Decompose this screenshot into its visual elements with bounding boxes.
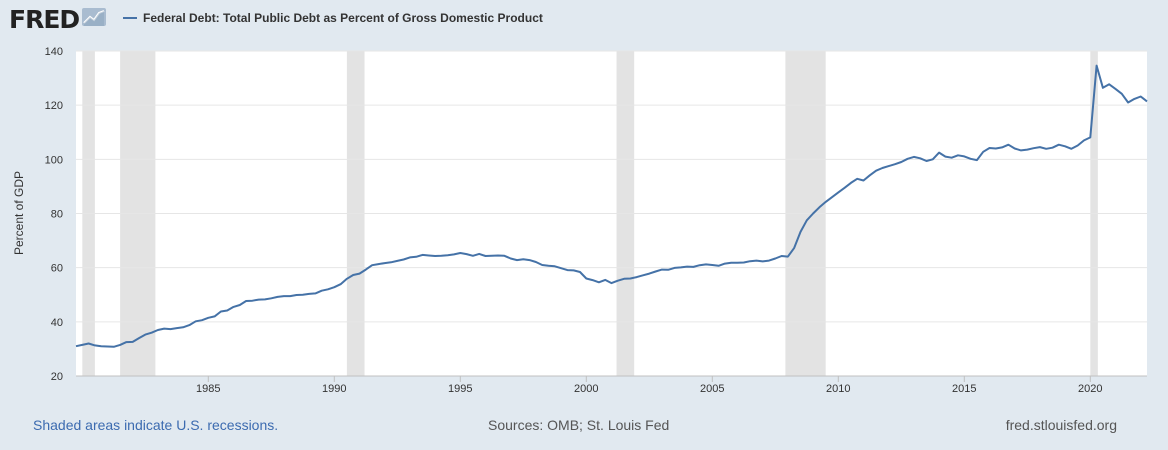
line-chart-icon <box>82 7 107 31</box>
x-tick-label: 2015 <box>952 383 976 395</box>
legend-swatch <box>123 17 137 19</box>
y-tick-label: 100 <box>45 154 63 166</box>
y-tick-label: 60 <box>51 263 63 275</box>
recession-note: Shaded areas indicate U.S. recessions. <box>33 417 279 433</box>
y-tick-label: 120 <box>45 100 63 112</box>
logo-text: FRED <box>9 4 80 34</box>
x-tick-label: 2005 <box>700 383 724 395</box>
y-tick-label: 80 <box>51 209 63 221</box>
chart-legend[interactable]: Federal Debt: Total Public Debt as Perce… <box>123 11 543 25</box>
y-tick-label: 140 <box>45 46 63 58</box>
x-tick-label: 1990 <box>322 383 346 395</box>
fred-logo[interactable]: FRED <box>9 4 107 34</box>
x-tick-label: 1995 <box>448 383 472 395</box>
x-tick-label: 2010 <box>826 383 850 395</box>
y-tick-label: 40 <box>51 317 63 329</box>
y-tick-label: 20 <box>51 371 63 383</box>
site-link[interactable]: fred.stlouisfed.org <box>1005 417 1117 433</box>
x-tick-label: 1985 <box>196 383 220 395</box>
sources-text: Sources: OMB; St. Louis Fed <box>488 417 670 433</box>
x-tick-label: 2000 <box>574 383 598 395</box>
x-tick-label: 2020 <box>1078 383 1102 395</box>
legend-label: Federal Debt: Total Public Debt as Perce… <box>143 11 543 25</box>
series-line <box>75 64 1148 348</box>
